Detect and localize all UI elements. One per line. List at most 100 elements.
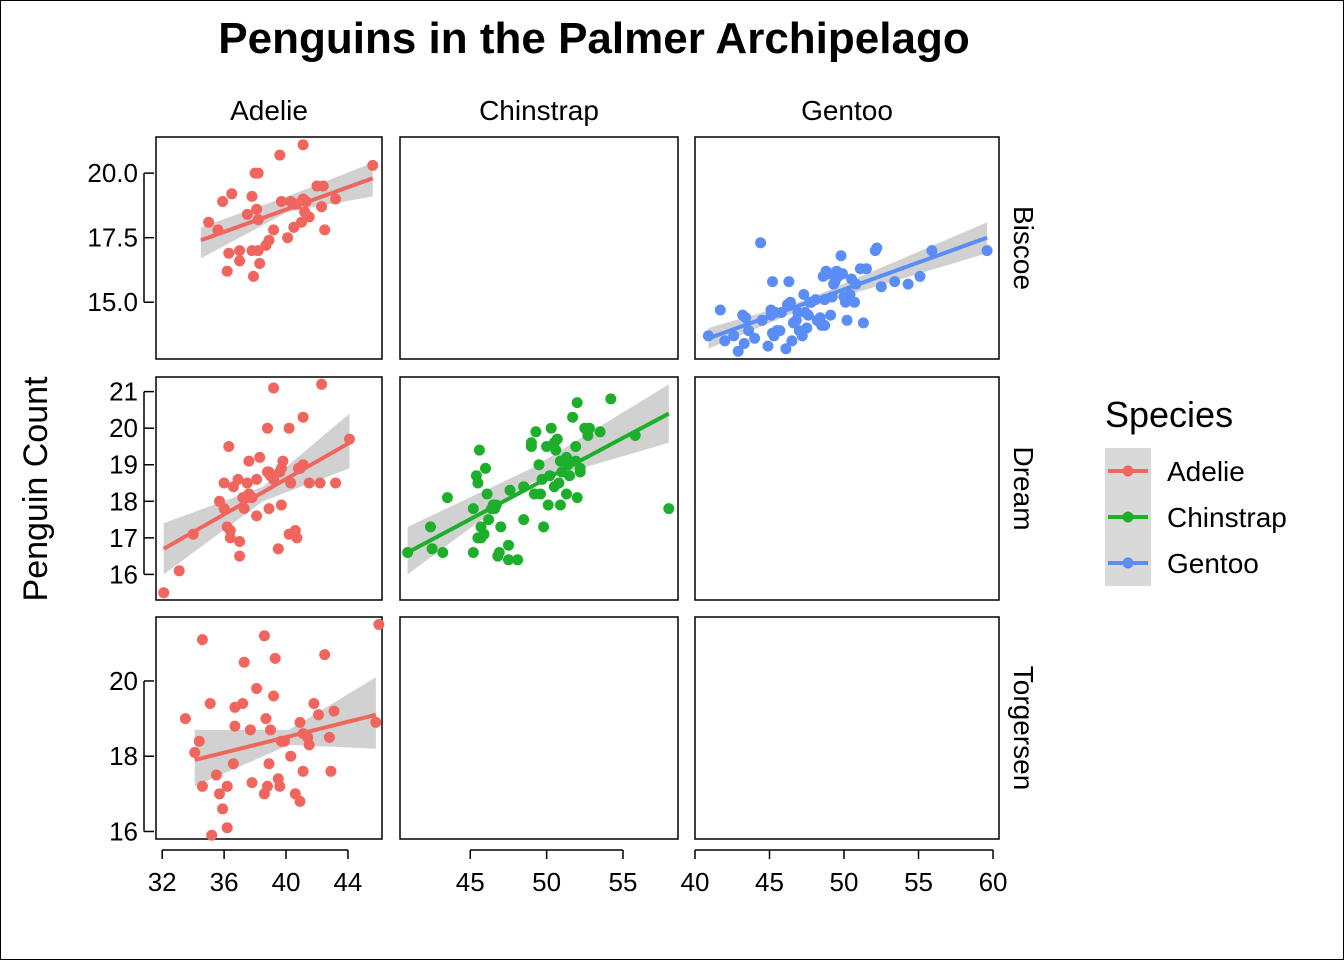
data-point (425, 521, 436, 533)
data-point (248, 270, 259, 282)
data-point (780, 343, 792, 355)
data-point (535, 488, 546, 500)
data-point (221, 822, 233, 834)
data-point (241, 208, 253, 220)
y-tick-label: 16 (109, 816, 138, 846)
data-point (719, 335, 731, 347)
data-point (260, 713, 272, 725)
data-point (296, 216, 307, 228)
data-point (762, 340, 774, 352)
data-point (548, 437, 560, 449)
y-tick-label: 20.0 (87, 158, 138, 188)
data-point (472, 477, 484, 489)
x-tick-label: 55 (904, 867, 933, 897)
data-point (902, 278, 914, 290)
data-point (875, 281, 887, 293)
x-tick-label: 40 (681, 867, 710, 897)
data-point (330, 477, 342, 489)
data-point (738, 338, 750, 349)
data-point (234, 550, 246, 562)
data-point (229, 720, 241, 732)
data-point (268, 690, 280, 702)
data-point (234, 536, 246, 547)
data-point (275, 499, 287, 511)
y-tick-label: 17 (109, 523, 138, 553)
panel-data-torgersen-adelie (179, 619, 385, 841)
data-point (825, 309, 837, 321)
data-point (285, 750, 297, 762)
data-point (268, 473, 280, 485)
data-point (238, 656, 250, 668)
data-point (297, 411, 309, 423)
y-tick-label: 15.0 (87, 287, 138, 317)
data-point (206, 829, 218, 841)
data-point (553, 477, 565, 489)
data-point (542, 499, 554, 511)
regression-line (162, 441, 351, 551)
data-point (583, 422, 595, 434)
data-point (254, 258, 266, 269)
data-point (214, 788, 225, 800)
data-point (227, 758, 239, 770)
data-point (234, 255, 246, 267)
data-point (221, 265, 233, 277)
data-point (316, 201, 328, 213)
data-point (605, 393, 617, 405)
y-tick-label: 19 (109, 450, 138, 480)
y-tick-label: 18 (109, 741, 138, 771)
confidence-band (194, 677, 376, 787)
regression-line (707, 235, 988, 341)
data-point (518, 514, 530, 526)
legend-key-point-chinstrap (1122, 511, 1134, 523)
data-point (504, 484, 516, 496)
y-tick-label: 16 (109, 559, 138, 589)
data-point (574, 462, 586, 474)
data-point (784, 296, 796, 308)
regression-line (194, 712, 377, 762)
data-point (265, 724, 276, 736)
data-point (503, 539, 514, 551)
panel-data-dream-chinstrap (402, 384, 675, 575)
data-point (561, 488, 572, 500)
strip-label-dream: Dream (1008, 446, 1039, 530)
x-tick-label: 32 (148, 867, 177, 897)
data-point (237, 698, 249, 709)
data-point (217, 803, 229, 815)
legend-entries: Adelie Chinstrap Gentoo (1108, 456, 1287, 579)
legend-label-adelie: Adelie (1167, 456, 1245, 487)
data-point (545, 422, 557, 434)
data-point (475, 532, 487, 544)
data-point (268, 224, 280, 236)
data-point (837, 268, 848, 280)
data-point (218, 477, 230, 489)
species-legend: Species Adelie Chinstrap Gentoo (1105, 394, 1287, 586)
data-point (437, 547, 449, 558)
data-point (251, 510, 263, 522)
data-point (303, 211, 315, 223)
data-point (294, 795, 306, 807)
data-point (303, 477, 315, 489)
data-point (373, 619, 385, 630)
data-point (258, 630, 270, 642)
x-tick-label: 44 (333, 867, 362, 897)
data-point (841, 314, 853, 326)
data-point (246, 190, 258, 202)
data-point (204, 698, 216, 709)
data-point (370, 716, 382, 728)
y-tick-label: 20 (109, 666, 138, 696)
data-point (926, 245, 938, 257)
data-point (480, 462, 491, 474)
data-point (714, 304, 726, 316)
data-point (740, 312, 752, 324)
data-point (798, 289, 810, 300)
facet-panel-torgersen-gentoo (694, 616, 1000, 840)
facet-panel-dream-gentoo (694, 376, 1000, 601)
data-point (251, 203, 263, 215)
data-point (263, 503, 275, 515)
data-point (252, 167, 264, 179)
data-point (325, 765, 337, 777)
data-point (728, 330, 740, 342)
data-point (525, 437, 537, 449)
data-point (244, 724, 256, 736)
